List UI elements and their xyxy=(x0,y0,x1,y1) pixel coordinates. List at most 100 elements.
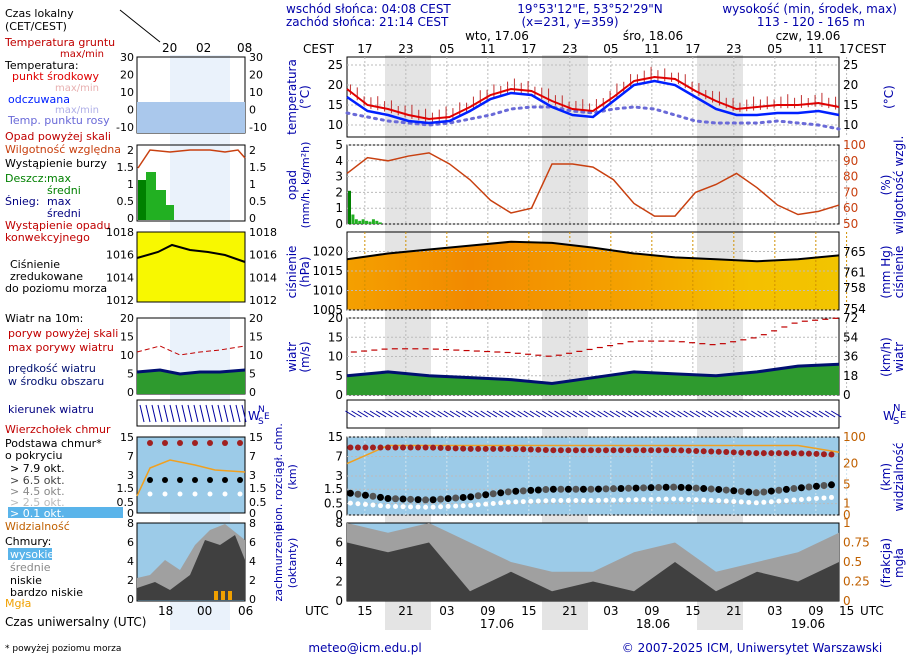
cloud-base-dot-thin xyxy=(768,499,774,505)
cloud-base-dot-thin xyxy=(588,497,594,503)
legend-fog-bar-2 xyxy=(221,591,225,600)
legend-tick: 10 xyxy=(249,349,263,362)
cloud-base-dot-thin xyxy=(648,496,654,502)
y-tick-label: 25 xyxy=(843,58,858,72)
utc-tick: 21 xyxy=(562,604,577,618)
cloud-base-dot xyxy=(820,482,828,490)
pressure-ylabel: ciśnienie xyxy=(285,246,299,299)
cloud-top-dot xyxy=(497,445,504,452)
wind-arrow xyxy=(781,410,793,418)
wind-arrow xyxy=(695,410,707,418)
rain-bar xyxy=(365,220,369,224)
wind-arrow xyxy=(418,410,430,418)
legend-tick: 0.5 xyxy=(249,195,267,208)
legend-tick: 1.5 xyxy=(249,482,267,495)
cloud-base-dot-thin xyxy=(505,499,511,505)
cloud-base-dot xyxy=(670,483,678,491)
legend-cover-low xyxy=(137,535,245,600)
temperature-ylabel: temperatura xyxy=(285,59,299,135)
legend-wind-speed: prędkość wiatru xyxy=(8,362,96,375)
wind-arrow xyxy=(535,410,547,418)
day-label-2: śro, 18.06 xyxy=(623,29,683,43)
cloud-base-dot-thin xyxy=(558,497,564,503)
legend-tick: 2 xyxy=(127,144,134,157)
cloud-base-dot-thin xyxy=(483,501,489,507)
legend-tick: 1014 xyxy=(249,271,277,284)
legend-cloud-high-bg xyxy=(8,548,52,560)
cloud-top-dot xyxy=(490,445,497,452)
y-tick-label: 1010 xyxy=(312,284,343,298)
wind-arrow xyxy=(732,410,744,418)
rain-bar xyxy=(361,219,365,224)
y-tick-label: 1.5 xyxy=(324,482,343,496)
y-tick-label: 15 xyxy=(328,98,343,112)
wind-arrow xyxy=(751,410,762,418)
legend-tick: 1018 xyxy=(249,226,277,239)
legend-vis-line xyxy=(136,459,246,497)
legend-pressure-3: do poziomu morza xyxy=(5,282,107,295)
wind-arrow xyxy=(609,410,621,418)
y-tick-label: 72 xyxy=(843,311,858,325)
wind-arrow xyxy=(462,410,473,418)
cloud-top-dot xyxy=(625,447,632,454)
cloud-base-dot xyxy=(625,484,633,492)
legend-tick: 6 xyxy=(249,536,256,549)
legend-cest-08: 08 xyxy=(237,41,252,55)
svg-text:N: N xyxy=(893,403,900,414)
wind-panel: 0 5 10 15 20 0 18 36 54 72 wiatr (m/s) (km/h) wia… xyxy=(285,311,906,402)
cloud-base-dot-thin xyxy=(753,500,759,506)
wind-arrow xyxy=(505,410,516,418)
cloud-top-dot xyxy=(369,444,376,451)
night-shading xyxy=(385,55,743,630)
cloud-base-dot xyxy=(760,488,768,496)
cest-tick: 05 xyxy=(439,42,454,56)
utc-tick: 09 xyxy=(644,604,659,618)
cloud-top-dot xyxy=(670,447,677,454)
cloud-base-dot-thin xyxy=(641,497,647,503)
y-tick-label: 80 xyxy=(843,170,858,184)
wind-arrow xyxy=(806,410,817,418)
cloud-top-dot xyxy=(475,445,482,452)
legend-rain-bar-3 xyxy=(156,190,166,220)
cloud-base-dot xyxy=(542,486,550,494)
legend-cloud-mid: średnie xyxy=(10,561,51,574)
cloud-base-dot xyxy=(444,495,452,503)
legend-cloud-base-2: o pokryciu xyxy=(5,449,62,462)
legend-okt-5-bg xyxy=(8,507,123,518)
sunrise-text: wschód słońca: 04:08 CEST xyxy=(286,2,451,16)
legend-tick: 20 xyxy=(249,312,263,325)
cloud-base-dot xyxy=(617,484,625,492)
wind-arrow xyxy=(480,410,491,418)
footer-email[interactable]: meteo@icm.edu.pl xyxy=(308,641,421,655)
legend-tick: 5 xyxy=(127,368,134,381)
legend-tick: 1016 xyxy=(249,249,277,262)
wind-arrow xyxy=(812,410,824,418)
cloud-top-dot xyxy=(693,447,700,454)
cest-tick: 17 xyxy=(839,42,854,56)
cloud-base-dot xyxy=(707,485,715,493)
cloud-top-dot xyxy=(407,444,414,451)
utc-tick: 21 xyxy=(398,604,413,618)
y-tick-label: 0 xyxy=(335,388,343,402)
wind-arrow xyxy=(431,410,442,418)
legend-tick: 15 xyxy=(120,431,134,444)
wind-arrow xyxy=(437,410,448,418)
legend-tick: 1012 xyxy=(106,294,134,307)
legend-tick: 10 xyxy=(120,86,134,99)
wind-arrow xyxy=(468,410,479,418)
pressure-ylabel-unit: (hPa) xyxy=(298,256,312,287)
cloud-base-dot xyxy=(361,491,369,499)
cloud-base-dot xyxy=(497,489,505,497)
legend-wind-arrow xyxy=(235,404,241,423)
legend-top-dot xyxy=(222,440,228,446)
wind-arrow xyxy=(664,410,676,418)
legend-compass-n: N xyxy=(258,405,265,415)
legend-snow-max: max xyxy=(47,195,71,208)
legend-felt-maxmin: max/min xyxy=(55,105,99,116)
elevation-title: wysokość (min, środek, max) xyxy=(722,2,897,16)
wind-arrow xyxy=(425,410,436,418)
legend-tick: 0.5 xyxy=(249,496,267,509)
legend-base-dot xyxy=(207,477,213,483)
legend-wind-dir-frame xyxy=(136,399,246,427)
cloud-base-dot xyxy=(610,485,617,493)
